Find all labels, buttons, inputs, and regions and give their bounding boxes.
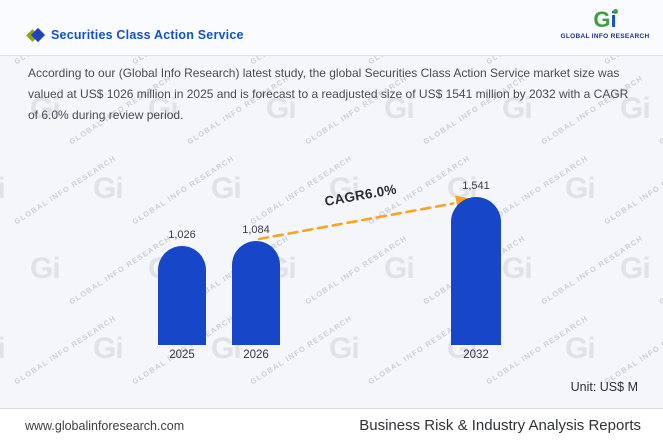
bar-2026 [232,241,280,345]
brand-logo-text: GLOBAL INFO RESEARCH [560,33,650,40]
cagr-arrow [257,195,472,241]
market-summary-text: According to our (Global Info Research) … [28,66,629,122]
bar-2025 [158,246,206,345]
brand-logo: Gi GLOBAL INFO RESEARCH [560,7,650,41]
axis-label-2025: 2025 [169,349,195,361]
header: Securities Class Action Service Gi GLOBA… [0,0,663,56]
axis-label-2032: 2032 [463,349,489,361]
logo-letter-i: i [610,7,618,32]
bar-group-2025: 1,026 2025 [152,140,212,361]
bar-value-label: 1,541 [462,180,490,192]
bar-value-label: 1,026 [168,229,196,241]
axis-label-2026: 2026 [243,349,269,361]
footer-website: www.globalinforesearch.com [25,418,185,433]
bar-2032 [451,197,501,345]
brand-logo-mark: Gi [593,7,618,32]
footer: www.globalinforesearch.com Business Risk… [0,408,663,442]
footer-tagline: Business Risk & Industry Analysis Report… [359,417,641,434]
page-title: Securities Class Action Service [51,28,244,42]
diamond-icon [26,27,46,43]
watermark-text: GLOBAL INFO RESEARCH [657,74,663,147]
bar-group-2026: 1,084 2026 [226,140,286,361]
bar-group-2032: 1,541 2032 [445,140,507,361]
unit-label: Unit: US$ M [570,380,638,394]
bar-value-label: 1,084 [242,224,270,236]
logo-letter-g: G [593,7,611,32]
bar-chart: CAGR6.0% 1,026 2025 1,084 2026 1,541 203… [0,140,663,370]
logo-dot-icon [612,9,618,14]
title-wrap: Securities Class Action Service [26,27,244,43]
